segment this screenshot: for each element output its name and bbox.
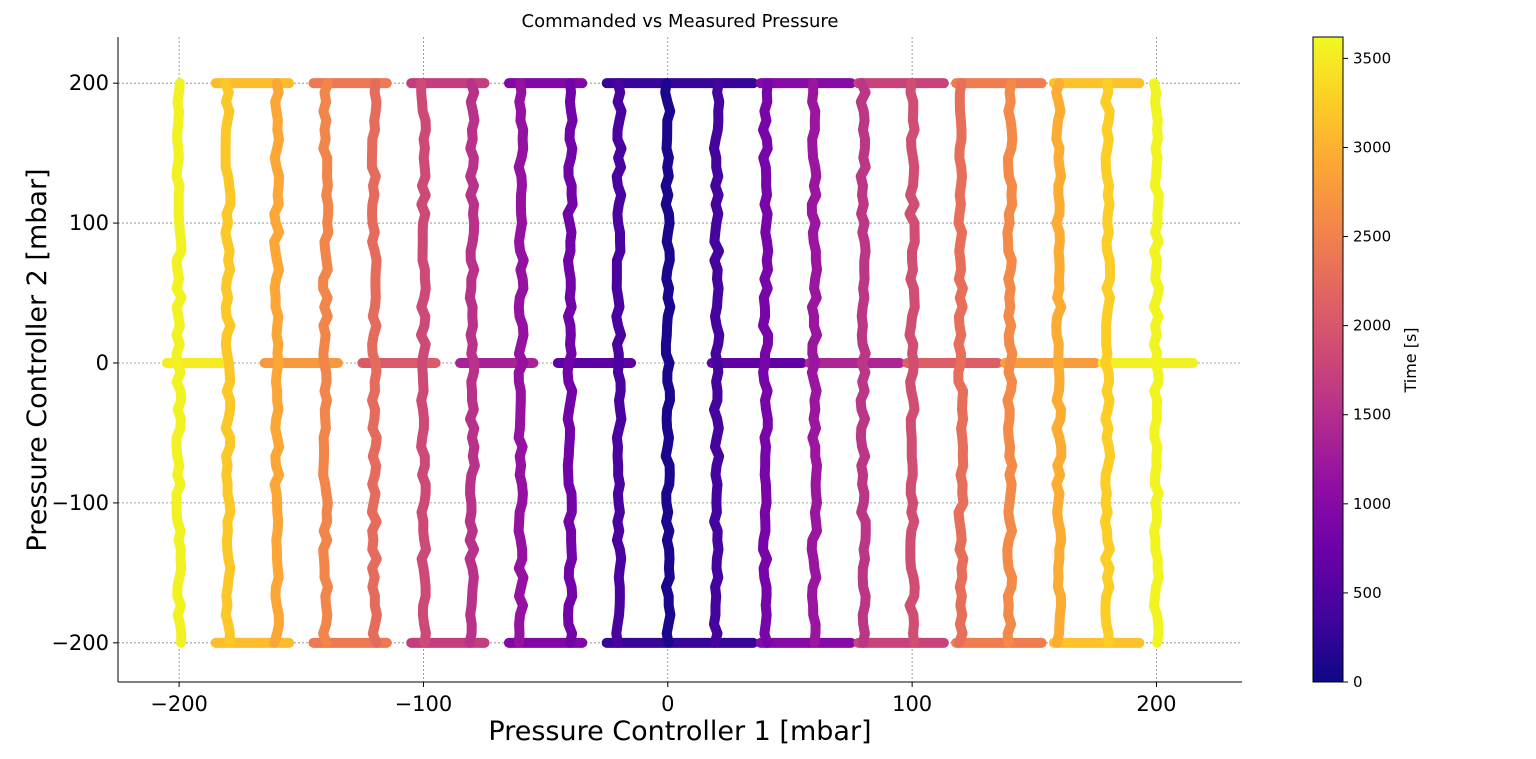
data-sweep-vertical <box>709 78 725 648</box>
y-tick-label: 100 <box>69 211 109 235</box>
data-sweep-vertical <box>220 78 236 648</box>
colorbar-tick-label: 1000 <box>1353 495 1391 513</box>
data-sweep-vertical <box>269 78 285 648</box>
x-tick-label: −200 <box>150 692 208 716</box>
data-sweep-vertical <box>1148 78 1164 648</box>
data-sweep-vertical <box>464 78 480 648</box>
tick-labels: −200 −100 0 100 200 −200 −100 0 100 200 <box>51 71 1176 716</box>
colorbar-tick-label: 2500 <box>1353 228 1391 246</box>
x-axis-label: Pressure Controller 1 [mbar] <box>488 716 871 747</box>
data-sweep-vertical <box>660 78 676 648</box>
data-sweep-vertical <box>806 78 822 648</box>
x-tick-label: 0 <box>661 692 674 716</box>
colorbar-tick-label: 0 <box>1353 673 1363 691</box>
colorbar-tick-label: 1500 <box>1353 406 1391 424</box>
data-sweep-vertical <box>758 78 774 648</box>
y-tick-label: 200 <box>69 71 109 95</box>
colorbar-tick-label: 500 <box>1353 584 1382 602</box>
y-tick-label: 0 <box>96 351 109 375</box>
data-sweep-vertical <box>904 78 920 648</box>
data-sweep-vertical <box>171 78 187 648</box>
scatter-points <box>161 78 1199 648</box>
data-sweep-vertical <box>513 78 529 648</box>
y-axis-label: Pressure Controller 2 [mbar] <box>22 168 53 551</box>
chart-title: Commanded vs Measured Pressure <box>522 11 839 32</box>
colorbar-tick-label: 2000 <box>1353 317 1391 335</box>
data-sweep-vertical <box>562 78 578 648</box>
data-sweep-vertical <box>855 78 871 648</box>
x-tick-label: 100 <box>892 692 932 716</box>
x-tick-label: −100 <box>395 692 453 716</box>
data-sweep-vertical <box>1002 78 1018 648</box>
axes <box>117 37 1242 683</box>
data-sweep-vertical <box>953 78 969 648</box>
data-sweep-vertical <box>1099 78 1116 648</box>
data-sweep-vertical <box>611 78 627 648</box>
colorbar-label: Time [s] <box>1401 327 1420 393</box>
x-tick-label: 200 <box>1136 692 1176 716</box>
colorbar-ticks: 0 500 1000 1500 2000 2500 3000 3500 <box>1343 49 1391 691</box>
data-sweep-vertical <box>366 78 382 648</box>
colorbar-gradient <box>1312 36 1344 683</box>
y-tick-label: −200 <box>51 631 109 655</box>
colorbar-tick-label: 3000 <box>1353 138 1391 156</box>
data-sweep-vertical <box>1051 78 1067 648</box>
colorbar: 0 500 1000 1500 2000 2500 3000 3500 Time [s] <box>1312 36 1420 691</box>
y-tick-label: −100 <box>51 491 109 515</box>
colorbar-tick-label: 3500 <box>1353 49 1391 67</box>
data-sweep-vertical <box>416 78 431 648</box>
data-sweep-vertical <box>318 78 334 648</box>
